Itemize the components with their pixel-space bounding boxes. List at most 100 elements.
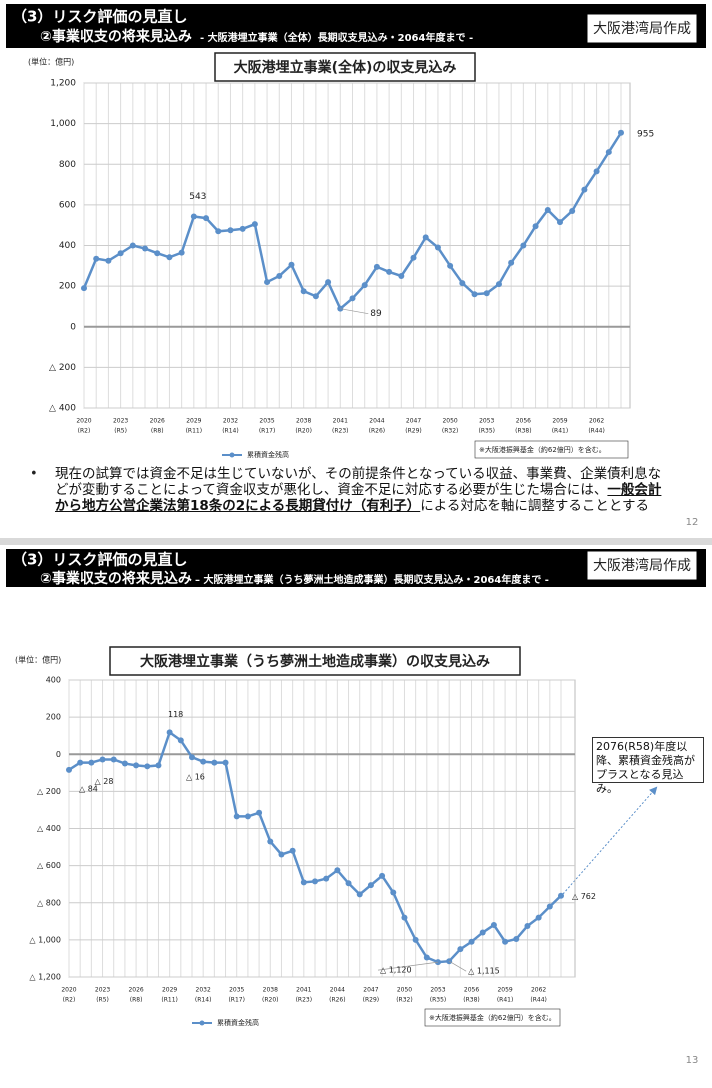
point xyxy=(278,851,285,858)
point xyxy=(267,838,274,845)
point xyxy=(379,872,386,879)
point xyxy=(66,766,72,773)
x-tick-era-label: (R44) xyxy=(530,997,547,1004)
x-tick-label: 2044 xyxy=(330,987,345,994)
x-tick-label: 2029 xyxy=(162,987,177,994)
data-label: △ 762 xyxy=(572,892,596,901)
y-tick-label: 800 xyxy=(59,160,76,170)
author-box xyxy=(586,13,698,44)
x-tick-era-label: (R5) xyxy=(96,997,109,1004)
y-tick-label: 200 xyxy=(46,713,61,722)
data-label: 955 xyxy=(637,129,654,139)
point xyxy=(99,756,106,763)
x-tick-label: 2056 xyxy=(464,987,479,994)
body-text-part: 現在の試算では資金不足は生じていないが、その前提条件となっている収益、事業費、企… xyxy=(55,466,662,498)
y-tick-label: 400 xyxy=(59,241,76,251)
point xyxy=(412,936,419,943)
author: 大阪港湾局作成 xyxy=(593,557,691,574)
point xyxy=(556,219,563,226)
point xyxy=(367,882,374,889)
point xyxy=(361,282,368,289)
point xyxy=(203,215,210,222)
y-tick-label: 1,200 xyxy=(50,79,76,89)
subsection: ②事業収支の将来見込み xyxy=(40,570,192,587)
body-text-part: による対応を軸に調整することとする xyxy=(420,498,649,514)
point xyxy=(471,291,478,298)
point xyxy=(479,929,486,936)
point xyxy=(93,255,100,262)
y-tick-label: △ 1,000 xyxy=(29,935,61,944)
data-label: △ 28 xyxy=(95,777,114,786)
point xyxy=(345,880,352,887)
data-label: △ 16 xyxy=(186,773,205,782)
x-tick-era-label: (R11) xyxy=(186,428,203,435)
chart-title: 大阪港埋立事業(全体)の収支見込み xyxy=(234,59,457,76)
x-tick-label: 2056 xyxy=(516,418,531,425)
section: （3）リスク評価の見直し xyxy=(12,551,187,569)
x-tick-label: 2047 xyxy=(363,987,378,994)
x-tick-label: 2059 xyxy=(552,418,567,425)
chart-title: 大阪港埋立事業（うち夢洲土地造成事業）の収支見込み xyxy=(140,653,490,670)
page-number: 12 xyxy=(686,517,699,528)
point xyxy=(256,809,263,816)
point xyxy=(289,847,296,854)
x-tick-era-label: (R32) xyxy=(442,428,459,435)
point xyxy=(155,762,162,769)
point xyxy=(605,149,612,156)
x-tick-label: 2029 xyxy=(186,418,201,425)
point xyxy=(532,223,539,230)
point xyxy=(211,759,218,766)
point xyxy=(177,737,184,744)
point xyxy=(483,290,490,297)
x-tick-era-label: (R8) xyxy=(130,997,143,1004)
chart-title-box xyxy=(109,646,521,676)
x-tick-era-label: (R38) xyxy=(515,428,532,435)
point xyxy=(200,758,207,765)
point xyxy=(144,763,151,770)
x-tick-era-label: (R26) xyxy=(369,428,386,435)
point xyxy=(618,129,624,136)
point xyxy=(546,903,553,910)
point xyxy=(88,759,95,766)
y-tick-label: 600 xyxy=(59,200,76,210)
point xyxy=(457,946,464,953)
point xyxy=(77,759,84,766)
x-tick-era-label: (R35) xyxy=(430,997,447,1004)
point xyxy=(142,245,149,252)
point xyxy=(110,756,117,763)
point xyxy=(386,268,393,275)
point xyxy=(300,879,307,886)
point xyxy=(312,293,319,300)
x-tick-era-label: (R32) xyxy=(396,997,413,1004)
y-tick-label: 400 xyxy=(46,676,61,685)
data-label: △ 1,120 xyxy=(380,966,412,975)
point xyxy=(349,295,356,302)
legend-marker xyxy=(199,1020,205,1026)
point xyxy=(558,892,564,899)
y-tick-label: △ 200 xyxy=(37,787,61,796)
body-text: 現在の試算では資金不足は生じていないが、その前提条件となっている収益、事業費、企… xyxy=(55,466,667,514)
subtitle: – 大阪港埋立事業（うち夢洲土地造成事業）長期収支見込み・2064年度まで - xyxy=(195,573,549,586)
x-tick-era-label: (R14) xyxy=(222,428,239,435)
x-tick-era-label: (R23) xyxy=(296,997,313,1004)
y-tick-label: △ 200 xyxy=(49,363,76,373)
section: （3）リスク評価の見直し xyxy=(12,8,187,26)
point xyxy=(233,813,240,820)
point xyxy=(244,813,251,820)
point xyxy=(105,257,112,264)
point xyxy=(468,938,475,945)
y-tick-label: △ 400 xyxy=(37,824,61,833)
point xyxy=(325,279,332,286)
x-tick-era-label: (R20) xyxy=(262,997,279,1004)
x-tick-era-label: (R17) xyxy=(259,428,276,435)
x-tick-label: 2053 xyxy=(430,987,445,994)
x-tick-label: 2032 xyxy=(223,418,238,425)
x-tick-era-label: (R14) xyxy=(195,997,212,1004)
point xyxy=(117,250,124,257)
page-number: 13 xyxy=(686,1055,699,1066)
x-tick-label: 2032 xyxy=(196,987,211,994)
y-tick-label: △ 600 xyxy=(37,861,61,870)
point xyxy=(581,186,588,193)
x-tick-label: 2050 xyxy=(397,987,412,994)
